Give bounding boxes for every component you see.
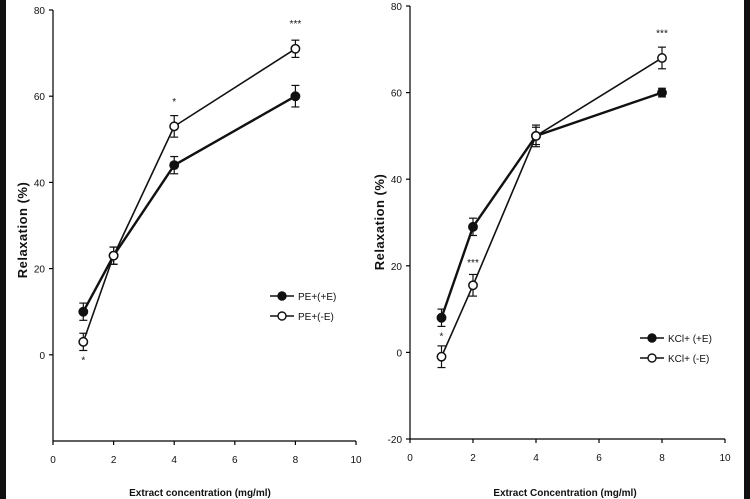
y-tick-label: 80 <box>391 2 403 13</box>
left-edge-bar <box>0 0 6 499</box>
legend: PE+(+E) PE+(-E) <box>270 291 336 323</box>
significance-mark: * <box>440 331 444 342</box>
series-line <box>440 91 663 319</box>
y-tick-label: -20 <box>388 435 403 446</box>
chart-panel-1: 0 2 4 6 8 10 0 20 40 60 80 Relaxation (%) Extract co… <box>15 6 362 499</box>
y-tick-label: 20 <box>34 265 46 276</box>
x-tick-label: 2 <box>111 455 117 466</box>
x-tick-label: 10 <box>719 453 731 464</box>
data-point <box>108 250 119 261</box>
legend-label: PE+(+E) <box>298 292 336 303</box>
data-point <box>657 53 667 63</box>
legend: KCl+ (+E) KCl+ (-E) <box>640 333 712 365</box>
y-tick-label: 40 <box>391 175 403 186</box>
x-tick-label: 0 <box>407 453 413 464</box>
legend-marker <box>647 353 657 363</box>
significance-mark: * <box>172 97 176 108</box>
legend-label: KCl+ (-E) <box>668 354 709 365</box>
data-point <box>436 351 447 362</box>
legend-marker <box>277 311 287 321</box>
data-point <box>169 121 180 132</box>
significance-mark: *** <box>656 28 668 39</box>
y-axis-label: Relaxation (%) <box>15 182 30 279</box>
legend-marker <box>277 291 287 301</box>
y-axis-label: Relaxation (%) <box>372 174 387 271</box>
series-filled <box>436 87 667 328</box>
data-point <box>78 336 89 347</box>
series-line <box>82 48 296 343</box>
x-tick-label: 2 <box>470 453 476 464</box>
data-point <box>468 280 478 291</box>
y-tick-label: 40 <box>34 178 46 189</box>
significance-mark: *** <box>467 258 479 269</box>
chart-panel-2: 0 2 4 6 8 10 -20 0 20 40 60 80 Relaxation (%) Extract… <box>372 2 731 499</box>
y-tick-label: 20 <box>391 262 403 273</box>
significance-mark: * <box>81 355 85 366</box>
series-line <box>440 57 663 358</box>
data-point <box>290 91 301 102</box>
significance-mark: *** <box>290 19 302 30</box>
data-point <box>657 87 667 98</box>
data-point <box>436 312 447 323</box>
x-tick-label: 4 <box>533 453 539 464</box>
y-tick-label: 0 <box>39 351 45 362</box>
x-tick-label: 6 <box>232 455 238 466</box>
data-point <box>169 160 180 171</box>
series-open <box>436 46 667 369</box>
right-edge-bar <box>744 0 750 499</box>
series-line <box>82 95 296 313</box>
y-tick-label: 0 <box>396 348 402 359</box>
legend-marker <box>647 333 657 343</box>
x-tick-label: 8 <box>293 455 299 466</box>
y-tick-label: 60 <box>34 92 46 103</box>
x-tick-label: 10 <box>350 455 362 466</box>
legend-label: KCl+ (+E) <box>668 334 712 345</box>
x-tick-label: 6 <box>596 453 602 464</box>
x-tick-label: 0 <box>50 455 56 466</box>
y-tick-label: 60 <box>391 89 403 100</box>
data-point <box>531 130 541 141</box>
x-tick-label: 8 <box>659 453 665 464</box>
data-point <box>290 43 301 54</box>
x-axis-label: Extract concentration (mg/ml) <box>129 488 271 499</box>
data-point <box>468 221 478 232</box>
legend-label: PE+(-E) <box>298 312 334 323</box>
data-point <box>78 306 89 317</box>
series-open <box>78 39 301 352</box>
y-tick-label: 80 <box>34 6 46 17</box>
series-filled <box>78 84 301 321</box>
x-axis-label: Extract Concentration (mg/ml) <box>493 488 636 499</box>
x-tick-label: 4 <box>171 455 177 466</box>
